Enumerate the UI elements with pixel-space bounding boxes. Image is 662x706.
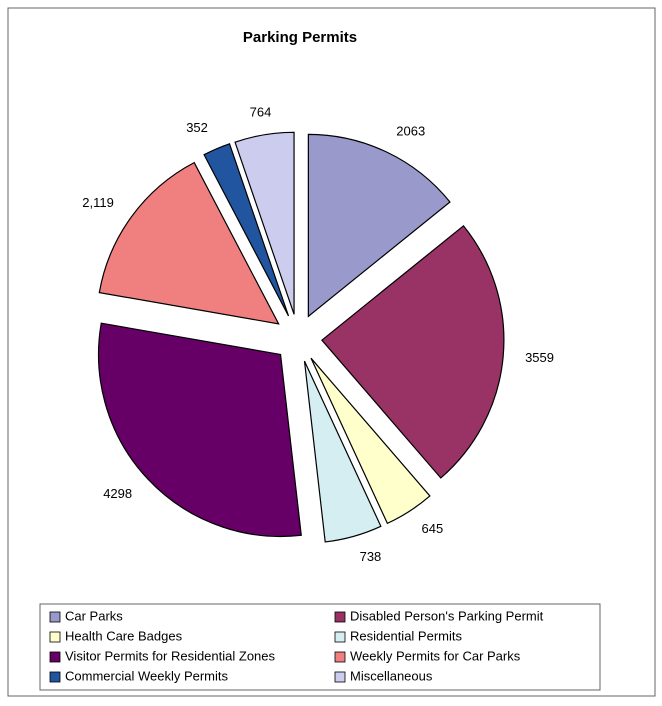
data-label: 4298 <box>103 486 132 501</box>
legend-swatch <box>334 631 346 643</box>
data-label: 2,119 <box>82 195 114 210</box>
legend-label: Car Parks <box>65 608 123 623</box>
legend-label: Residential Permits <box>350 628 462 643</box>
data-label: 764 <box>250 105 272 120</box>
legend-swatch <box>49 651 61 663</box>
pie-slice <box>303 360 382 543</box>
legend-label: Miscellaneous <box>350 668 433 683</box>
pie-slice <box>310 357 431 525</box>
pie-slice <box>321 224 505 479</box>
legend-swatch <box>334 671 346 683</box>
legend-swatch <box>334 651 346 663</box>
pie-slice <box>98 161 280 325</box>
data-label: 645 <box>422 521 444 536</box>
legend-swatch <box>49 671 61 683</box>
legend-swatch <box>49 611 61 623</box>
legend-swatch <box>334 611 346 623</box>
legend-box <box>39 603 601 691</box>
data-label: 2063 <box>396 124 425 139</box>
pie-slice <box>97 322 302 538</box>
data-label: 3559 <box>525 350 554 365</box>
chart-title: Parking Permits <box>243 29 357 46</box>
legend-swatch <box>49 631 61 643</box>
pie-slice <box>234 131 295 315</box>
data-label: 352 <box>186 120 208 135</box>
pie-slice <box>203 143 290 317</box>
pie-slice <box>307 133 451 318</box>
legend-label: Health Care Badges <box>65 628 183 643</box>
legend-label: Disabled Person's Parking Permit <box>350 608 544 623</box>
legend-label: Weekly Permits for Car Parks <box>350 648 521 663</box>
legend-label: Commercial Weekly Permits <box>65 668 229 683</box>
legend-label: Visitor Permits for Residential Zones <box>65 648 276 663</box>
data-label: 738 <box>360 549 382 564</box>
